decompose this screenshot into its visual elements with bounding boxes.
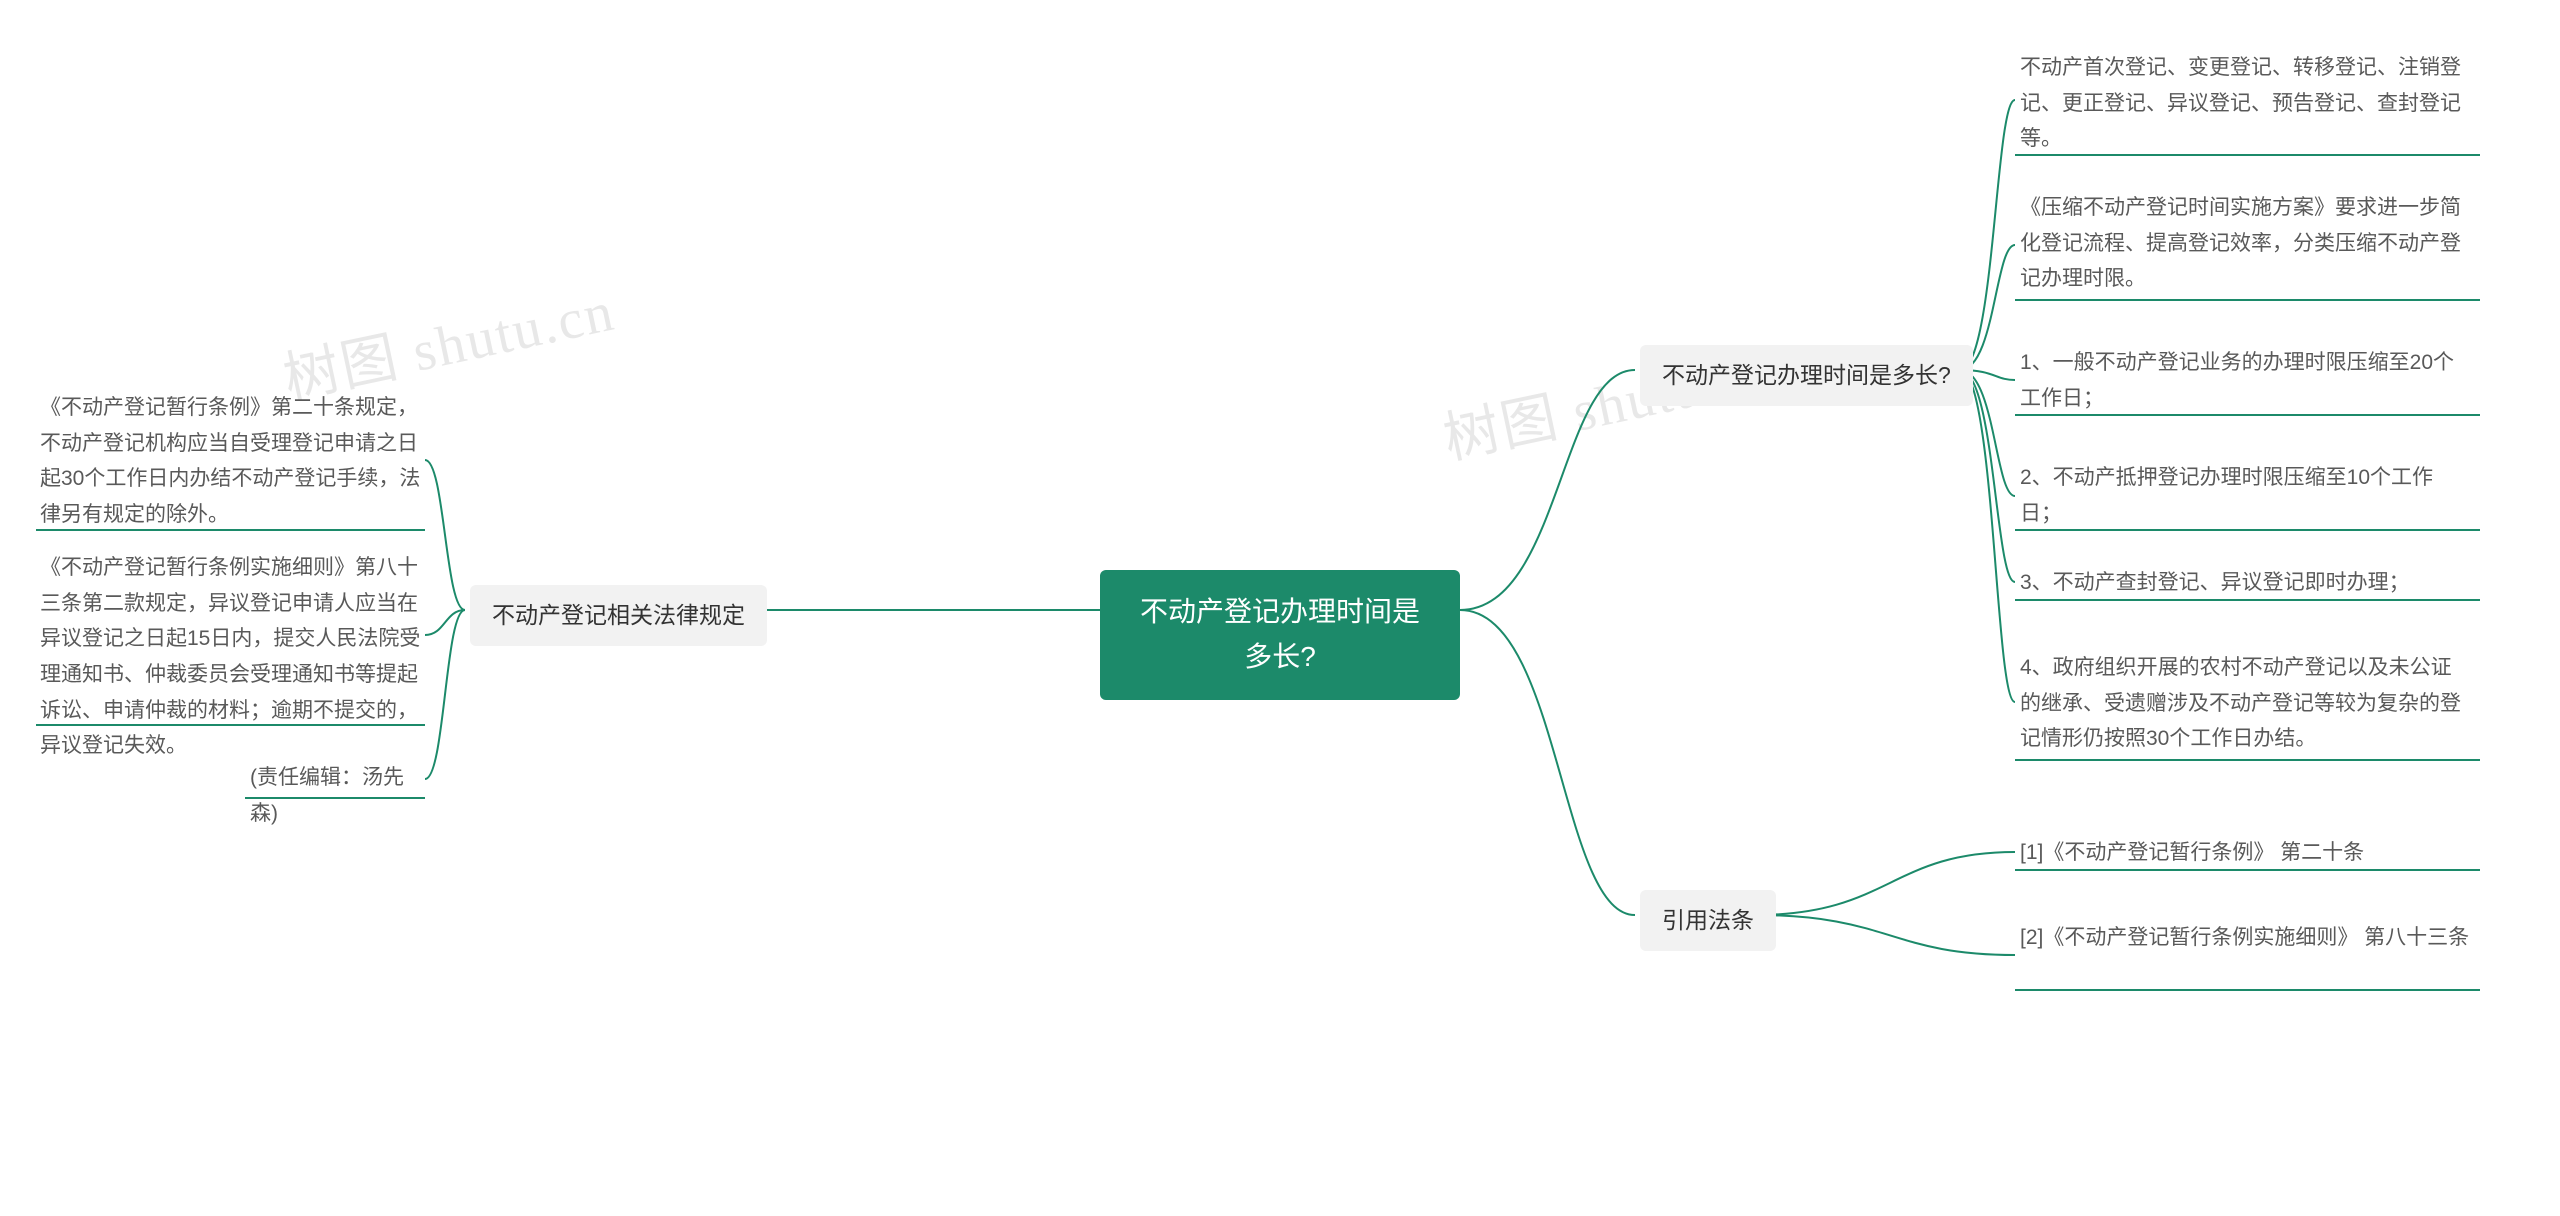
leaf-node[interactable]: 《不动产登记暂行条例实施细则》第八十三条第二款规定，异议登记申请人应当在异议登记… xyxy=(40,550,430,764)
branch-right-1[interactable]: 不动产登记办理时间是多长? xyxy=(1640,345,1973,406)
leaf-node[interactable]: [1]《不动产登记暂行条例》 第二十条 xyxy=(2020,835,2470,871)
leaf-node[interactable]: 1、一般不动产登记业务的办理时限压缩至20个工作日； xyxy=(2020,345,2470,416)
leaf-node[interactable]: 2、不动产抵押登记办理时限压缩至10个工作日； xyxy=(2020,460,2470,531)
branch-right-2[interactable]: 引用法条 xyxy=(1640,890,1776,951)
leaf-node[interactable]: (责任编辑：汤先森) xyxy=(250,760,430,831)
leaf-node[interactable]: 《不动产登记暂行条例》第二十条规定，不动产登记机构应当自受理登记申请之日起30个… xyxy=(40,390,430,533)
leaf-node[interactable]: [2]《不动产登记暂行条例实施细则》 第八十三条 xyxy=(2020,920,2470,956)
leaf-node[interactable]: 不动产首次登记、变更登记、转移登记、注销登记、更正登记、异议登记、预告登记、查封… xyxy=(2020,50,2470,157)
leaf-node[interactable]: 4、政府组织开展的农村不动产登记以及未公证的继承、受遗赠涉及不动产登记等较为复杂… xyxy=(2020,650,2470,757)
leaf-node[interactable]: 3、不动产查封登记、异议登记即时办理； xyxy=(2020,565,2470,601)
root-node[interactable]: 不动产登记办理时间是多长? xyxy=(1100,570,1460,700)
branch-left-1[interactable]: 不动产登记相关法律规定 xyxy=(470,585,767,646)
leaf-node[interactable]: 《压缩不动产登记时间实施方案》要求进一步简化登记流程、提高登记效率，分类压缩不动… xyxy=(2020,190,2470,297)
